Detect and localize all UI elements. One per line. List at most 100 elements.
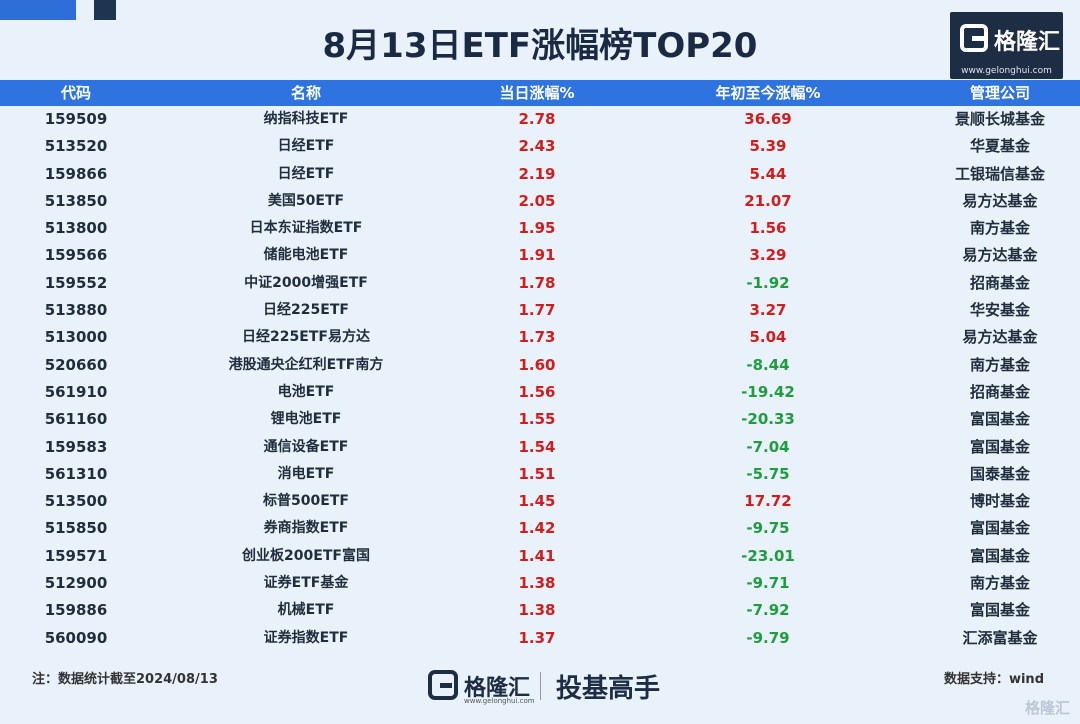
cell-manager: 景顺长城基金 [954, 110, 1045, 128]
cell-day-change: 1.91 [518, 246, 556, 265]
brand-logo-text: 格隆汇 [994, 30, 1061, 55]
cell-code: 513000 [44, 328, 108, 347]
cell-name: 标普500ETF [263, 493, 349, 510]
footer-note: 注：数据统计截至2024/08/13 [32, 672, 218, 687]
cell-ytd-change: -8.44 [746, 355, 790, 374]
cell-day-change: 2.05 [518, 191, 556, 210]
cell-manager: 华夏基金 [969, 137, 1030, 156]
table-header: 代码 名称 当日涨幅% 年初至今涨幅% 管理公司 [0, 80, 1080, 106]
header-code: 代码 [60, 84, 91, 102]
cell-manager: 博时基金 [969, 492, 1030, 511]
table-row: 520660 港股通央企红利ETF南方 1.60 -8.44 南方基金 [0, 352, 1080, 379]
cell-day-change: 1.95 [518, 219, 556, 238]
cell-code: 513800 [44, 219, 108, 238]
corner-decoration-dark [94, 0, 116, 20]
cell-ytd-change: 5.44 [749, 164, 787, 183]
table-row: 513000 日经225ETF易方达 1.73 5.04 易方达基金 [0, 324, 1080, 351]
cell-manager: 汇添富基金 [962, 628, 1038, 647]
cell-name: 纳指科技ETF [263, 111, 349, 127]
footer-divider [540, 672, 541, 700]
table-row: 159509 纳指科技ETF 2.78 36.69 景顺长城基金 [0, 106, 1080, 133]
cell-name: 锂电池ETF [270, 411, 342, 428]
cell-name: 电池ETF [277, 383, 335, 400]
cell-code: 520660 [44, 355, 108, 374]
cell-name: 证券ETF基金 [263, 575, 349, 592]
corner-decoration [0, 0, 76, 20]
cell-name: 日经225ETF易方达 [242, 329, 370, 346]
table-row: 159566 储能电池ETF 1.91 3.29 易方达基金 [0, 242, 1080, 269]
watermark: 格隆汇 [1024, 699, 1070, 717]
cell-day-change: 1.42 [518, 519, 556, 538]
table-row: 515850 券商指数ETF 1.42 -9.75 富国基金 [0, 515, 1080, 542]
cell-code: 561910 [44, 382, 108, 401]
cell-ytd-change: 17.72 [744, 492, 792, 511]
cell-name: 日经ETF [277, 165, 335, 182]
cell-code: 159886 [44, 601, 108, 620]
cell-manager: 易方达基金 [962, 191, 1038, 210]
cell-name: 美国50ETF [267, 192, 345, 209]
table-row: 513500 标普500ETF 1.45 17.72 博时基金 [0, 488, 1080, 515]
table-row: 560090 证券指数ETF 1.37 -9.79 汇添富基金 [0, 625, 1080, 652]
cell-manager: 富国基金 [969, 519, 1030, 538]
cell-ytd-change: -9.75 [746, 519, 790, 538]
cell-day-change: 1.45 [518, 492, 556, 511]
cell-manager: 易方达基金 [962, 328, 1038, 347]
brand-logo: 格隆汇 www.gelonghui.com [950, 12, 1063, 79]
cell-code: 513520 [44, 137, 108, 156]
cell-day-change: 1.77 [518, 301, 556, 320]
cell-ytd-change: -1.92 [746, 273, 790, 292]
cell-manager: 国泰基金 [969, 464, 1030, 483]
cell-name: 港股通央企红利ETF南方 [228, 356, 384, 373]
cell-code: 159583 [44, 437, 108, 456]
table-row: 561160 锂电池ETF 1.55 -20.33 富国基金 [0, 406, 1080, 433]
cell-ytd-change: 5.39 [749, 137, 787, 156]
cell-name: 储能电池ETF [263, 247, 349, 264]
cell-code: 513500 [44, 492, 108, 511]
footer-logo-icon [428, 670, 458, 700]
footer-slogan: 投基高手 [556, 674, 661, 704]
cell-code: 561310 [44, 464, 108, 483]
cell-code: 159552 [44, 273, 108, 292]
cell-day-change: 1.78 [518, 273, 556, 292]
cell-manager: 南方基金 [969, 355, 1030, 374]
table-row: 159583 通信设备ETF 1.54 -7.04 富国基金 [0, 434, 1080, 461]
cell-name: 中证2000增强ETF [244, 274, 368, 291]
table-row: 561310 消电ETF 1.51 -5.75 国泰基金 [0, 461, 1080, 488]
cell-day-change: 1.54 [518, 437, 556, 456]
cell-ytd-change: -23.01 [741, 546, 795, 565]
cell-day-change: 1.38 [518, 574, 556, 593]
cell-day-change: 1.37 [518, 628, 556, 647]
cell-day-change: 1.51 [518, 464, 556, 483]
table-row: 159886 机械ETF 1.38 -7.92 富国基金 [0, 597, 1080, 624]
cell-day-change: 2.78 [518, 110, 556, 128]
cell-manager: 工银瑞信基金 [954, 164, 1045, 183]
cell-ytd-change: -9.71 [746, 574, 790, 593]
cell-manager: 南方基金 [969, 219, 1030, 238]
table-row: 159552 中证2000增强ETF 1.78 -1.92 招商基金 [0, 270, 1080, 297]
cell-code: 159566 [44, 246, 108, 265]
brand-logo-url: www.gelonghui.com [961, 66, 1052, 76]
cell-name: 创业板200ETF富国 [242, 547, 370, 564]
cell-code: 159509 [44, 110, 108, 128]
cell-name: 消电ETF [277, 465, 335, 482]
cell-manager: 易方达基金 [962, 246, 1038, 265]
cell-code: 513880 [44, 301, 108, 320]
cell-ytd-change: 3.27 [749, 301, 787, 320]
header-name: 名称 [290, 84, 321, 102]
cell-name: 券商指数ETF [263, 520, 349, 537]
cell-code: 513850 [44, 191, 108, 210]
cell-day-change: 1.41 [518, 546, 556, 565]
table-row: 561910 电池ETF 1.56 -19.42 招商基金 [0, 379, 1080, 406]
cell-name: 日本东证指数ETF [249, 220, 363, 237]
cell-manager: 富国基金 [969, 546, 1030, 565]
cell-ytd-change: 3.29 [749, 246, 787, 265]
table-row: 513850 美国50ETF 2.05 21.07 易方达基金 [0, 188, 1080, 215]
cell-name: 日经ETF [277, 138, 335, 155]
cell-name: 证券指数ETF [263, 629, 349, 646]
cell-ytd-change: -9.79 [746, 628, 790, 647]
header-ytd-change: 年初至今涨幅% [715, 84, 821, 102]
cell-code: 159866 [44, 164, 108, 183]
cell-ytd-change: -19.42 [741, 382, 795, 401]
cell-day-change: 1.56 [518, 382, 556, 401]
cell-ytd-change: 36.69 [744, 110, 792, 128]
